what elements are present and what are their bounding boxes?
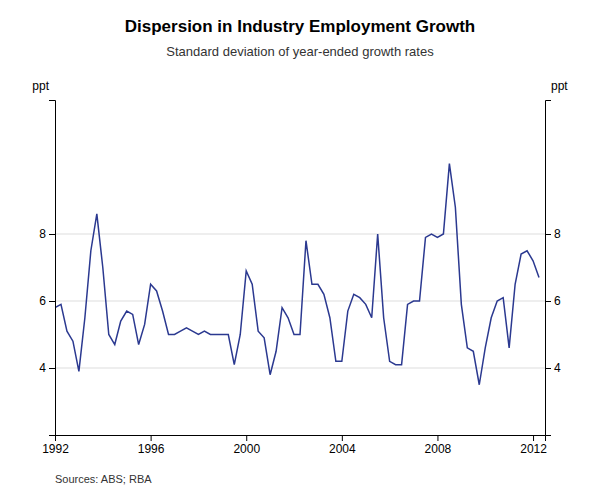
- tick: 2008: [425, 435, 452, 456]
- tick-label: 1996: [138, 442, 165, 456]
- tick-mark: [545, 234, 551, 235]
- tick-mark: [49, 234, 55, 235]
- y2-axis-line: [546, 101, 552, 436]
- tick-label: 8: [39, 227, 46, 241]
- tick: 1996: [138, 435, 165, 456]
- tick-mark: [533, 435, 534, 441]
- y-axis: 4 6 8: [39, 101, 55, 436]
- grid-line: [55, 234, 545, 235]
- tick-mark: [545, 301, 551, 302]
- tick-label: 2000: [233, 442, 260, 456]
- tick-label: 2008: [425, 442, 452, 456]
- tick: 4: [545, 361, 561, 375]
- tick: 6: [39, 294, 55, 308]
- tick: 2012: [520, 435, 547, 456]
- tick-mark: [437, 435, 438, 441]
- tick: 1992: [42, 435, 69, 456]
- tick: 4: [39, 361, 55, 375]
- subtitle: Standard deviation of year-ended growth …: [166, 44, 434, 59]
- line: [55, 164, 539, 385]
- source: Sources: ABS; RBA: [55, 473, 152, 485]
- tick-mark: [342, 435, 343, 441]
- tick-label: 2012: [520, 442, 547, 456]
- tick: 8: [39, 227, 55, 241]
- tick-label: 6: [554, 294, 561, 308]
- title: Dispersion in Industry Employment Growth: [125, 17, 475, 36]
- tick: 8: [545, 227, 561, 241]
- tick-mark: [545, 368, 551, 369]
- grid: [55, 234, 545, 368]
- x-axis-line: [56, 436, 546, 442]
- tick: 2000: [233, 435, 260, 456]
- y2-axis-label: ppt: [551, 79, 568, 93]
- tick: 6: [545, 294, 561, 308]
- grid-line: [55, 368, 545, 369]
- x-axis: 1992 1996 2000 2004 2008 2012: [42, 435, 547, 456]
- tick-label: 4: [554, 361, 561, 375]
- tick-label: 6: [39, 294, 46, 308]
- tick-mark: [246, 435, 247, 441]
- tick-mark: [49, 301, 55, 302]
- tick-mark: [49, 368, 55, 369]
- chart: Dispersion in Industry Employment Growth…: [0, 0, 600, 495]
- series-group: [55, 164, 539, 385]
- y-axis-line: [49, 101, 56, 436]
- tick-label: 8: [554, 227, 561, 241]
- grid-line: [55, 301, 545, 302]
- tick-label: 2004: [329, 442, 356, 456]
- y-axis-label: ppt: [32, 79, 49, 93]
- y2-axis: 4 6 8: [545, 101, 561, 436]
- plot: 1992 1996 2000 2004 2008 2012 4 6 8 4 6 8: [39, 101, 561, 456]
- tick-mark: [151, 435, 152, 441]
- tick: 2004: [329, 435, 356, 456]
- tick-label: 1992: [42, 442, 69, 456]
- tick-label: 4: [39, 361, 46, 375]
